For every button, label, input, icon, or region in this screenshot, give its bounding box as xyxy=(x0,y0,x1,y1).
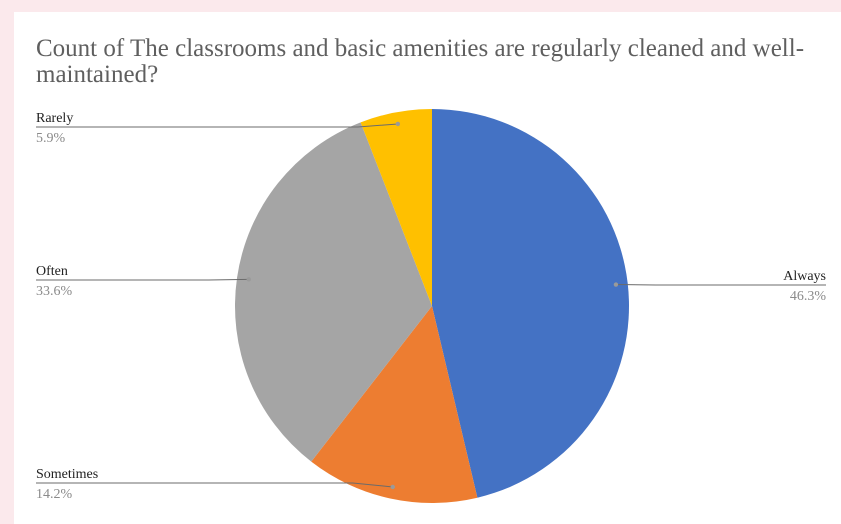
slice-percent-sometimes: 14.2% xyxy=(36,487,73,502)
callout-dot-always xyxy=(613,282,619,287)
pie-slice-always xyxy=(432,109,629,498)
slice-label-rarely: Rarely xyxy=(36,111,73,126)
pie-slice-sometimes xyxy=(311,306,478,503)
slice-label-often: Often xyxy=(36,264,68,279)
slice-percent-rarely: 5.9% xyxy=(36,131,66,146)
callout-line-sometimes xyxy=(36,482,393,488)
callout-dot-sometimes xyxy=(390,484,395,490)
chart-title: Count of The classrooms and basic amenit… xyxy=(36,35,805,88)
slice-label-sometimes: Sometimes xyxy=(36,467,98,482)
callout-line-often xyxy=(36,278,249,281)
slice-percent-always: 46.3% xyxy=(790,289,827,304)
slice-percent-often: 33.6% xyxy=(36,284,73,299)
callout-dot-often xyxy=(246,277,251,282)
pie-slice-rarely xyxy=(360,109,432,306)
callout-dot-rarely xyxy=(395,121,401,127)
pie-slice-often xyxy=(235,122,432,462)
slice-label-always: Always xyxy=(783,269,826,284)
callout-line-rarely xyxy=(36,123,398,128)
